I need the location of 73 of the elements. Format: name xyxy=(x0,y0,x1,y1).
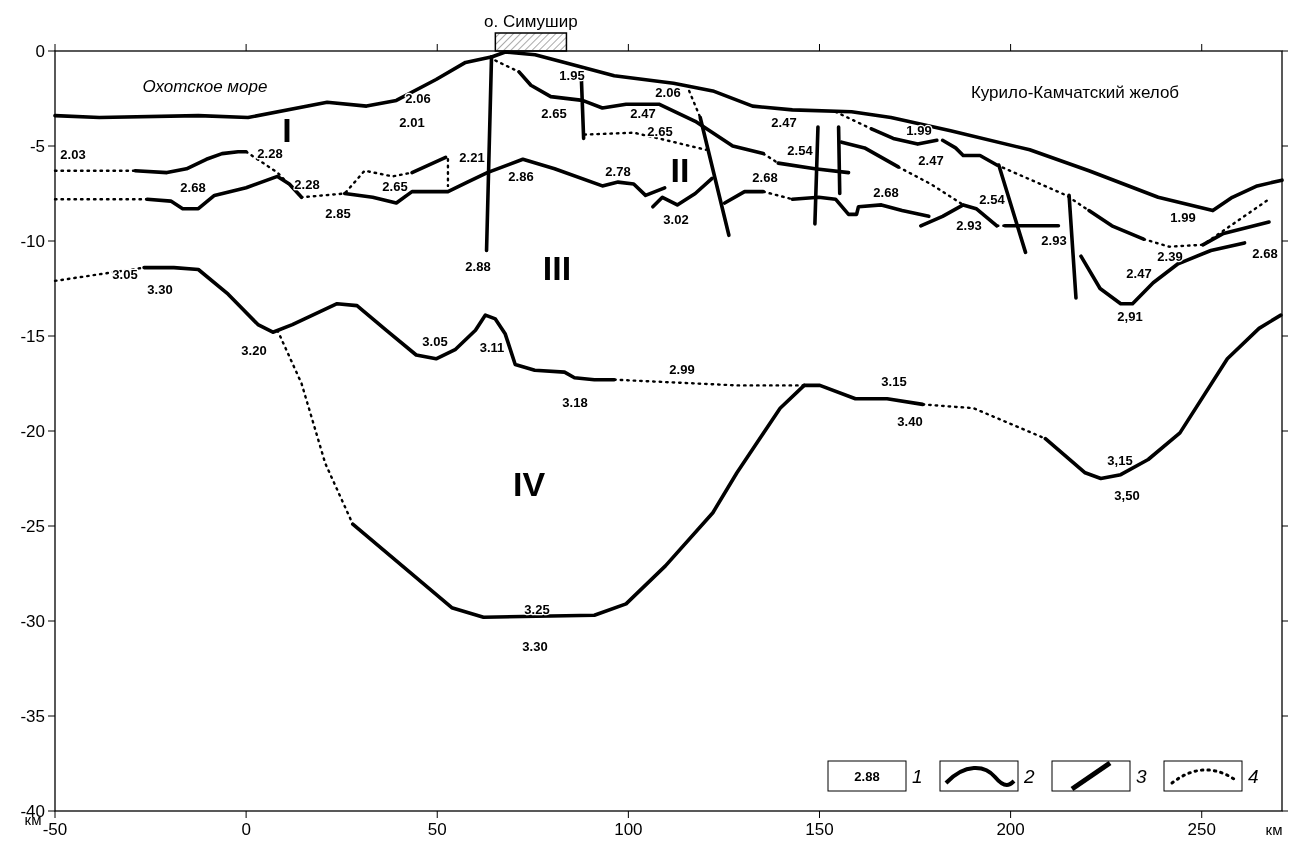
annotation: 2.68 xyxy=(873,184,899,200)
annotation: 2.21 xyxy=(459,149,485,165)
x-tick-label: 150 xyxy=(805,820,834,839)
annotation: IV xyxy=(512,464,546,503)
annotation: 3.40 xyxy=(897,413,923,429)
annotation: 2.03 xyxy=(60,146,86,162)
annotation: 2.68 xyxy=(1252,245,1278,261)
y-tick-label: -35 xyxy=(20,707,45,726)
annotation: 2.85 xyxy=(325,205,351,221)
annotation: III xyxy=(542,248,572,287)
annotation: 3.05 xyxy=(112,266,138,282)
annotation: 3.30 xyxy=(522,638,548,654)
annotation: 3.11 xyxy=(479,339,505,355)
annotation: 2.78 xyxy=(605,163,631,179)
annotation: 3,50 xyxy=(1114,487,1140,503)
annotation: 2.47 xyxy=(1126,265,1152,281)
x-tick-label: 200 xyxy=(996,820,1025,839)
annotation: I xyxy=(282,110,292,149)
annotation: 2.65 xyxy=(382,178,408,194)
y-tick-label: 0 xyxy=(35,42,45,61)
legend-label: 4 xyxy=(1248,766,1259,787)
annotation: 2.28 xyxy=(294,176,320,192)
annotation: 2.28 xyxy=(257,145,283,161)
annotation: 2.65 xyxy=(647,123,673,139)
annotation: 2.65 xyxy=(541,105,567,121)
chart-title: о. Симушир xyxy=(484,12,578,31)
y-tick-label: -15 xyxy=(20,327,45,346)
annotation: 2.47 xyxy=(918,152,944,168)
annotation: 2.93 xyxy=(1041,232,1067,248)
annotation: 3.25 xyxy=(524,601,550,617)
x-tick-label: 250 xyxy=(1187,820,1216,839)
x-tick-label: 0 xyxy=(241,820,251,839)
legend-label: 2 xyxy=(1023,766,1035,787)
annotation: 3.05 xyxy=(422,333,448,349)
annotation: 2.54 xyxy=(787,142,814,158)
annotation: 2.68 xyxy=(752,169,778,185)
annotation: 1.99 xyxy=(1170,209,1196,225)
annotation: 2.06 xyxy=(655,84,681,100)
annotation: 2.99 xyxy=(669,361,695,377)
annotation: 2.47 xyxy=(771,114,797,130)
annotation: 3.30 xyxy=(147,281,173,297)
x-tick-label: 100 xyxy=(614,820,643,839)
x-axis-title: км xyxy=(1265,821,1283,838)
annotation: 3.15 xyxy=(881,373,907,389)
annotation: 1 xyxy=(912,766,923,787)
annotation: 3.20 xyxy=(241,342,267,358)
annotation: 2.86 xyxy=(508,168,534,184)
y-tick-label: -20 xyxy=(20,422,45,441)
annotation: 2.39 xyxy=(1157,248,1183,264)
annotation: 3.18 xyxy=(562,394,588,410)
y-tick-label: -25 xyxy=(20,517,45,536)
annotation: 2.01 xyxy=(399,114,425,130)
annotation: 2.88 xyxy=(465,258,491,274)
x-tick-label: -50 xyxy=(42,820,68,839)
y-tick-label: -10 xyxy=(20,232,45,251)
annotation: 3,15 xyxy=(1107,452,1133,468)
y-tick-label: -5 xyxy=(29,137,45,156)
annotation: 2.54 xyxy=(979,191,1006,207)
annotation: 2.06 xyxy=(405,90,431,106)
annotation: Охотское море xyxy=(142,76,268,96)
annotation: 2.47 xyxy=(630,105,656,121)
annotation: 1.95 xyxy=(559,67,585,83)
annotation: II xyxy=(670,150,690,189)
annotation: 1.99 xyxy=(906,122,932,138)
legend-label: 3 xyxy=(1136,766,1147,787)
annotation: 2,91 xyxy=(1117,308,1143,324)
annotation: 2.88 xyxy=(854,769,880,784)
x-tick-label: 50 xyxy=(427,820,447,839)
annotation: Курило-Камчатский желоб xyxy=(970,82,1180,102)
annotation: 2.93 xyxy=(956,217,982,233)
annotation: 3.02 xyxy=(663,211,689,227)
annotation: 2.68 xyxy=(180,179,206,195)
y-tick-label: -30 xyxy=(20,612,45,631)
